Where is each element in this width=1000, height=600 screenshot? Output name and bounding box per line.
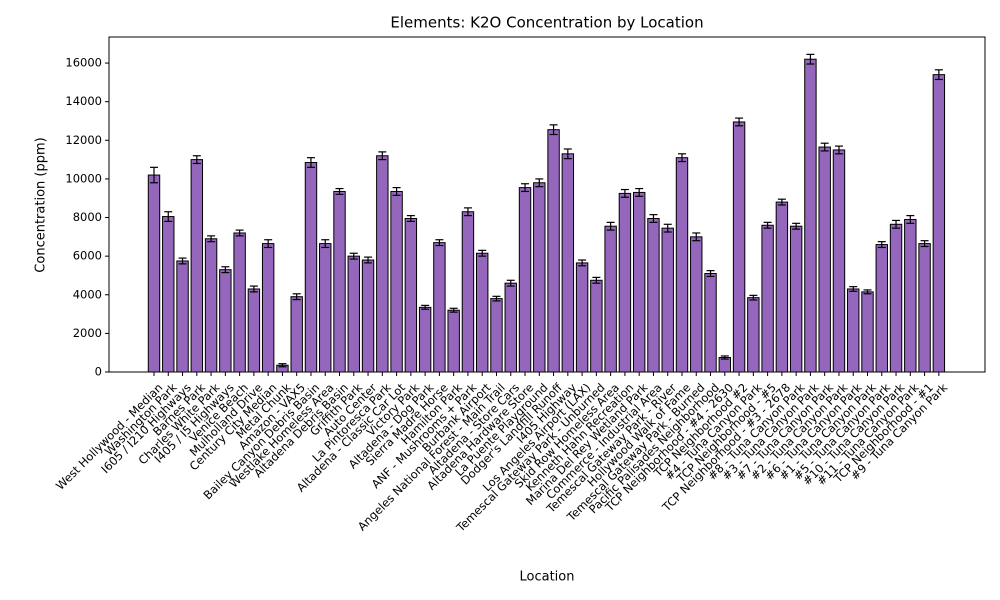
bar	[561, 153, 575, 373]
y-tick-label: 10000	[65, 171, 102, 185]
y-tick-label: 16000	[65, 56, 102, 70]
bar	[390, 190, 403, 373]
y-tick-label: 0	[95, 365, 102, 379]
bar	[304, 162, 318, 373]
bar	[618, 192, 632, 373]
bar	[447, 309, 460, 373]
bar	[804, 58, 817, 373]
bar	[918, 243, 931, 373]
bar	[704, 273, 717, 373]
bar	[261, 243, 275, 373]
bar	[490, 298, 503, 373]
bar	[818, 146, 831, 373]
bar	[176, 260, 189, 373]
bar	[162, 216, 175, 373]
y-tick-label: 14000	[65, 94, 102, 108]
bar	[290, 296, 303, 373]
bar	[233, 232, 246, 373]
bar	[376, 155, 389, 373]
bar	[732, 121, 746, 373]
y-tick-label: 4000	[73, 287, 102, 301]
chart-title: Elements: K2O Concentration by Location	[390, 14, 703, 32]
bar	[533, 182, 546, 373]
bar	[675, 157, 689, 373]
y-tick-label: 12000	[65, 133, 102, 147]
bar	[404, 217, 418, 373]
y-tick-label: 6000	[73, 249, 102, 263]
bar	[319, 243, 332, 373]
bar	[718, 357, 732, 373]
bar	[547, 129, 560, 373]
bar	[247, 288, 261, 373]
bar	[747, 297, 760, 373]
bar	[775, 201, 789, 373]
bar	[932, 74, 946, 373]
bar	[418, 306, 432, 373]
bar	[661, 227, 674, 373]
bar	[590, 279, 603, 373]
bar	[461, 211, 475, 373]
bar	[904, 218, 917, 373]
bar	[889, 223, 903, 373]
bar	[604, 225, 617, 373]
x-tick-label: West Hollywood - Median	[53, 380, 165, 492]
bar	[647, 217, 660, 373]
bar	[347, 255, 360, 373]
bar	[875, 244, 888, 373]
bar	[333, 190, 346, 373]
bar	[204, 238, 218, 373]
bar	[518, 187, 532, 373]
bar	[632, 191, 646, 373]
bar	[476, 252, 489, 373]
bar	[690, 236, 703, 373]
bar	[147, 174, 161, 373]
bar	[575, 262, 589, 373]
bar	[761, 224, 774, 373]
bar	[433, 242, 446, 373]
y-axis-label: Concentration (ppm)	[34, 137, 49, 272]
bar	[361, 259, 375, 373]
bar	[190, 159, 204, 373]
bar	[832, 149, 846, 373]
plot-frame	[108, 36, 986, 373]
bar	[504, 282, 517, 373]
bar	[789, 225, 803, 373]
y-tick-label: 8000	[73, 210, 102, 224]
bar	[861, 291, 874, 373]
y-tick-label: 2000	[73, 326, 102, 340]
bar	[847, 288, 860, 373]
x-axis-label: Location	[520, 570, 575, 585]
bar	[219, 269, 232, 373]
